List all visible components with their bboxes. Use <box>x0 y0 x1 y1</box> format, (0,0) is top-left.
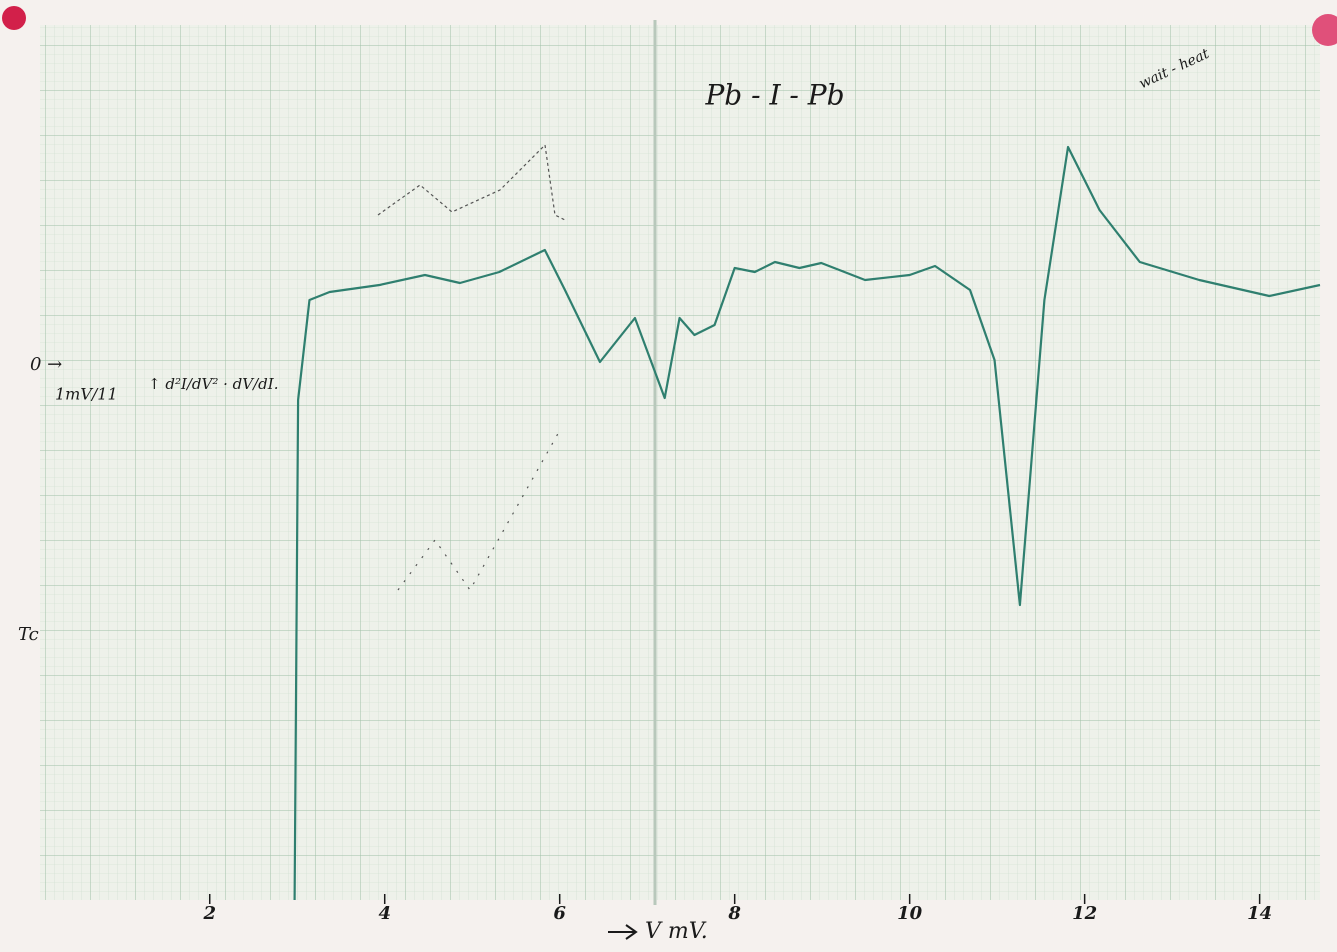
x-tick-label: 10 <box>897 903 923 924</box>
data-line <box>293 145 1321 901</box>
x-tick-label: 8 <box>727 903 741 924</box>
pin <box>1312 14 1337 46</box>
pin <box>2 6 26 30</box>
chart-title: Pb - I - Pb <box>704 79 844 112</box>
sketch-dots <box>397 429 561 592</box>
annotation: 1mV/11 <box>55 385 118 404</box>
annotation: Tc <box>18 624 39 645</box>
x-tick-label: 4 <box>378 903 391 924</box>
x-tick-label: 14 <box>1247 903 1272 924</box>
x-tick-label: 6 <box>553 903 566 924</box>
x-tick-label: 2 <box>202 903 216 924</box>
graph-grid <box>40 25 1320 900</box>
annotation: 0 → <box>30 354 62 375</box>
x-arrow <box>608 924 638 940</box>
annotation: ↑ d²I/dV² · dV/dI. <box>148 375 278 393</box>
x-axis-label: V mV. <box>645 919 708 944</box>
x-tick-label: 12 <box>1072 903 1097 924</box>
sketch-curve <box>377 143 566 221</box>
